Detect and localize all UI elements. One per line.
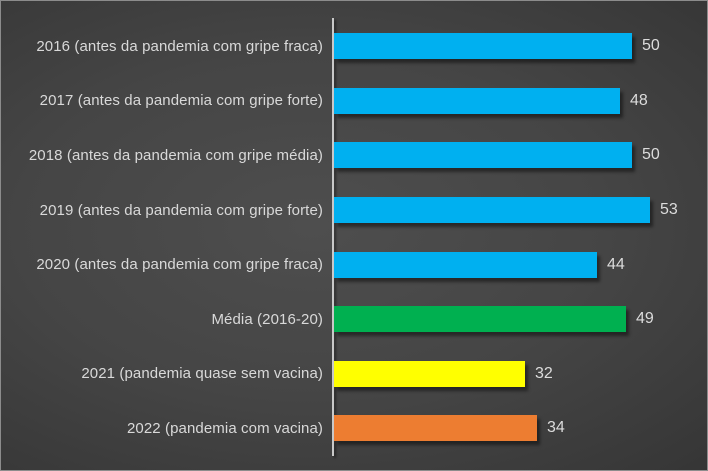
bar [334, 415, 537, 442]
bar-with-value: 50 [334, 33, 660, 60]
bar-with-value: 49 [334, 306, 654, 333]
bar-row: 2022 (pandemia com vacina) 34 [1, 401, 707, 456]
bar-rows: 2016 (antes da pandemia com gripe fraca)… [1, 19, 707, 456]
value-label: 34 [547, 419, 565, 437]
bar-row: 2016 (antes da pandemia com gripe fraca)… [1, 19, 707, 74]
bar [334, 306, 626, 333]
value-label: 44 [607, 255, 625, 273]
y-axis-line [332, 18, 334, 456]
bar [334, 360, 525, 387]
category-label: 2020 (antes da pandemia com gripe fraca) [36, 256, 323, 274]
bar [334, 197, 650, 224]
value-label: 32 [535, 364, 553, 382]
bar-with-value: 50 [334, 142, 660, 169]
value-label: 50 [642, 146, 660, 164]
value-label: 49 [636, 310, 654, 328]
value-label: 48 [630, 91, 648, 109]
category-label: 2021 (pandemia quase sem vacina) [81, 365, 323, 383]
category-label: 2022 (pandemia com vacina) [126, 419, 323, 437]
category-label: 2018 (antes da pandemia com gripe média) [28, 146, 323, 164]
bar [334, 142, 632, 169]
bar-with-value: 44 [334, 251, 625, 278]
value-label: 53 [660, 201, 678, 219]
bar-row: 2017 (antes da pandemia com gripe forte)… [1, 74, 707, 129]
bar-row: 2021 (pandemia quase sem vacina) 32 [1, 347, 707, 402]
category-label: 2017 (antes da pandemia com gripe forte) [39, 92, 323, 110]
bar-row: Média (2016-20) 49 [1, 292, 707, 347]
bar [334, 33, 632, 60]
category-label: 2019 (antes da pandemia com gripe forte) [39, 201, 323, 219]
bar-row: 2020 (antes da pandemia com gripe fraca)… [1, 237, 707, 292]
value-label: 50 [642, 37, 660, 55]
bar-with-value: 32 [334, 360, 553, 387]
category-label: Média (2016-20) [211, 310, 323, 328]
bar [334, 87, 620, 114]
bar-with-value: 34 [334, 415, 565, 442]
bar-with-value: 48 [334, 87, 648, 114]
bar-row: 2019 (antes da pandemia com gripe forte)… [1, 183, 707, 238]
bar-row: 2018 (antes da pandemia com gripe média)… [1, 128, 707, 183]
category-label: 2016 (antes da pandemia com gripe fraca) [36, 37, 323, 55]
bar [334, 251, 597, 278]
bar-with-value: 53 [334, 197, 678, 224]
